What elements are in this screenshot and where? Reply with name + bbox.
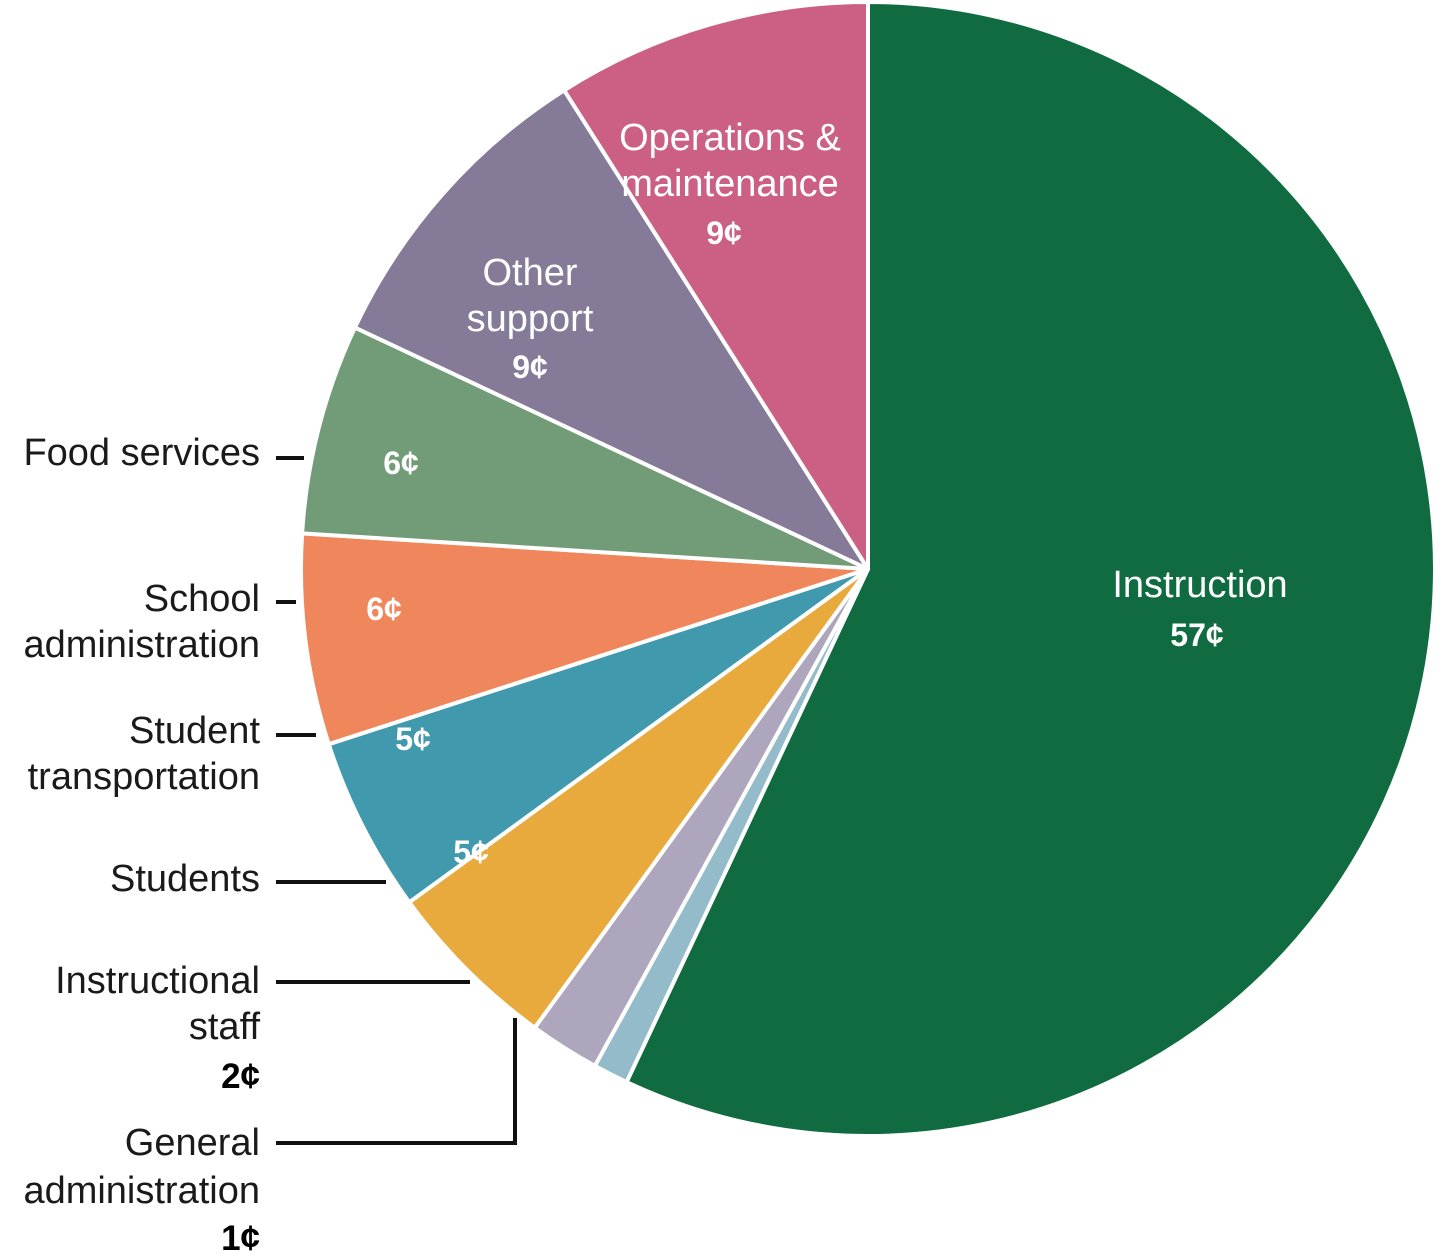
value-school-administration: 6¢ xyxy=(366,591,402,627)
slice-school-administration xyxy=(299,531,870,747)
label-operations-line1: Operations & xyxy=(619,117,841,159)
leader-general-administration xyxy=(276,1018,517,1145)
slice-student-transportation xyxy=(326,567,870,905)
slice-other-support xyxy=(352,88,870,571)
label-food-services: Food services xyxy=(23,432,260,474)
slice-students xyxy=(407,567,870,1030)
label-instructional-staff-line1: Instructional xyxy=(55,960,260,1002)
label-operations-line2: maintenance xyxy=(621,163,839,205)
slice-instruction xyxy=(624,0,1437,1138)
label-instructional-staff-line2: staff xyxy=(189,1006,261,1048)
value-operations: 9¢ xyxy=(706,215,742,251)
pie-slices xyxy=(299,0,1437,1138)
value-other-support: 9¢ xyxy=(512,349,548,385)
value-students: 5¢ xyxy=(453,834,489,870)
value-general-administration: 1¢ xyxy=(221,1219,260,1255)
value-instruction: 57¢ xyxy=(1170,617,1224,653)
slice-food-services xyxy=(300,325,870,571)
label-instruction: Instruction xyxy=(1112,564,1287,606)
value-student-transportation: 5¢ xyxy=(395,721,431,757)
label-student-transportation-line2: transportation xyxy=(28,756,260,798)
label-other-support-line1: Other xyxy=(482,252,577,294)
label-other-support-line2: support xyxy=(467,298,594,340)
slice-operations-maintenance xyxy=(562,0,870,571)
label-students: Students xyxy=(110,858,260,900)
label-student-transportation-line1: Student xyxy=(129,710,260,752)
value-food-services: 6¢ xyxy=(383,445,419,481)
label-general-administration-line1: General xyxy=(125,1122,260,1164)
label-school-administration-line1: School xyxy=(144,578,260,620)
label-general-administration-line2: administration xyxy=(23,1170,260,1212)
value-instructional-staff: 2¢ xyxy=(221,1057,260,1096)
label-school-administration-line2: administration xyxy=(23,624,260,666)
